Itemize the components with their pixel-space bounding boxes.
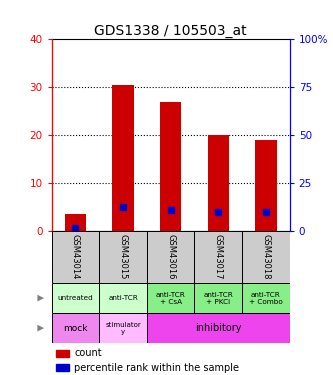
Bar [112,85,134,231]
Text: untreated: untreated [58,295,93,301]
Text: anti-TCR
+ PKCi: anti-TCR + PKCi [203,292,233,304]
Point [168,207,173,213]
Point [73,225,78,231]
Text: inhibitory: inhibitory [195,323,241,333]
Bar [242,231,290,283]
Text: GSM43018: GSM43018 [261,234,270,280]
Text: anti-TCR
+ CsA: anti-TCR + CsA [156,292,185,304]
Bar [52,231,99,283]
Bar [52,313,99,343]
Bar [194,231,242,283]
Bar [56,364,70,371]
Bar [65,214,86,231]
Bar [99,313,147,343]
Text: mock: mock [63,324,88,333]
Bar [207,135,229,231]
Bar [99,283,147,313]
Bar [194,283,242,313]
Text: count: count [74,348,102,358]
Text: anti-TCR
+ Combo: anti-TCR + Combo [249,292,283,304]
Text: GSM43014: GSM43014 [71,234,80,280]
Point [121,204,126,210]
Text: stimulator
y: stimulator y [105,322,141,334]
Text: percentile rank within the sample: percentile rank within the sample [74,363,239,373]
Bar [147,231,194,283]
Bar [99,231,147,283]
Bar [242,283,290,313]
Bar [147,283,194,313]
Bar [147,313,290,343]
Bar [52,283,99,313]
Bar [160,102,181,231]
Text: GSM43017: GSM43017 [214,234,223,280]
Point [263,210,268,216]
Bar [255,140,277,231]
Title: GDS1338 / 105503_at: GDS1338 / 105503_at [94,24,247,38]
Point [216,210,221,216]
Bar [56,350,70,357]
Text: GSM43015: GSM43015 [119,234,128,280]
Text: anti-TCR: anti-TCR [108,295,138,301]
Text: GSM43016: GSM43016 [166,234,175,280]
